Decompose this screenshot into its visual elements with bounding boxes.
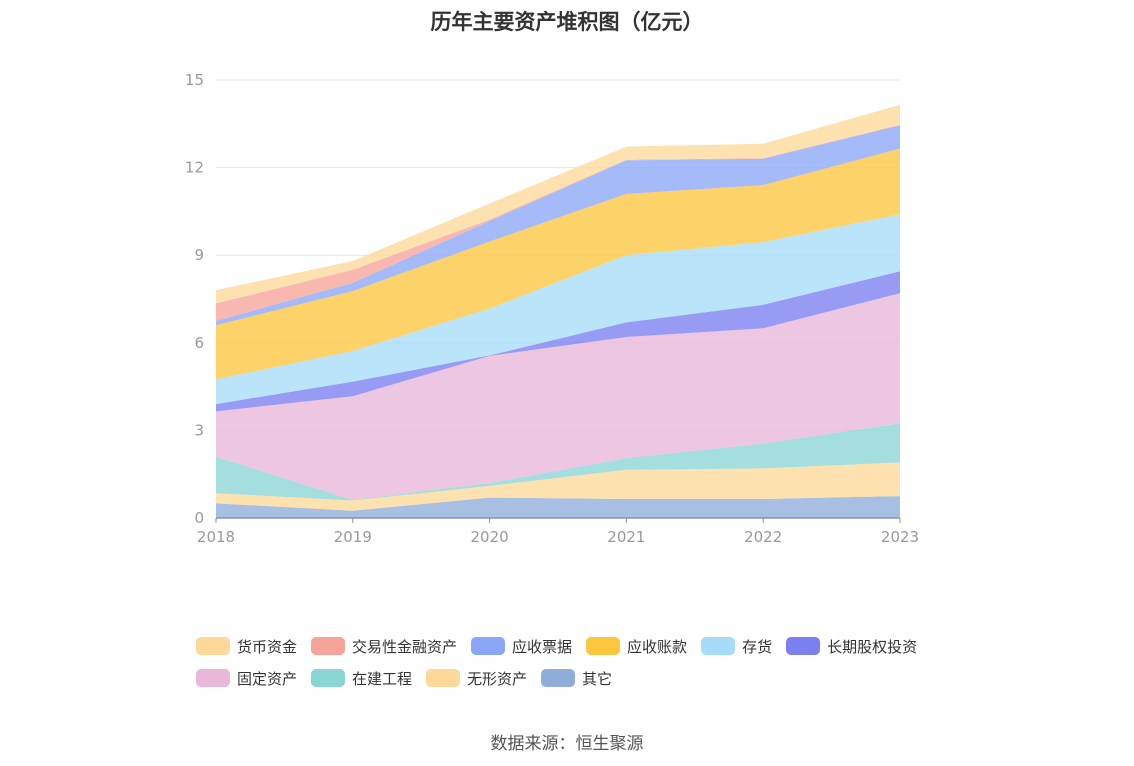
x-tick-label: 2018 (197, 528, 235, 546)
legend-label: 货币资金 (237, 637, 298, 656)
legend-item[interactable]: 长期股权投资 (786, 636, 917, 657)
source-note: 数据来源：恒生聚源 (490, 734, 644, 754)
area-series-3 (216, 293, 900, 500)
area-series-5 (216, 214, 900, 405)
legend-swatch (471, 637, 506, 655)
legend-label: 固定资产 (237, 669, 298, 688)
legend-swatch (196, 669, 230, 687)
x-tick-label: 2019 (334, 528, 372, 546)
x-tick-label: 2020 (471, 528, 509, 546)
legend-item[interactable]: 无形资产 (426, 668, 527, 689)
x-tick-label: 2022 (744, 528, 782, 546)
legend-label: 应收票据 (512, 637, 573, 656)
legend-label: 存货 (742, 637, 773, 656)
legend-item[interactable]: 货币资金 (196, 636, 297, 657)
legend-label: 在建工程 (352, 669, 413, 688)
legend-swatch (311, 669, 346, 687)
area-series-8 (216, 124, 900, 321)
y-tick-label: 9 (194, 246, 204, 264)
area-series-2 (216, 423, 900, 501)
legend-row: 固定资产 在建工程 无形资产 其它 (196, 662, 976, 694)
legend-swatch (701, 637, 736, 655)
area-series-4 (216, 271, 900, 412)
legend-label: 无形资产 (467, 669, 528, 688)
legend-item[interactable]: 交易性金融资产 (311, 636, 457, 657)
legend-item[interactable]: 在建工程 (311, 668, 412, 689)
area-series-1 (216, 462, 900, 511)
x-tick-label: 2021 (607, 528, 645, 546)
legend-swatch (311, 637, 346, 655)
x-tick-label: 2023 (881, 528, 919, 546)
legend-label: 其它 (582, 669, 613, 688)
area-series (216, 104, 900, 518)
legend-label: 应收账款 (627, 637, 688, 656)
legend-row: 货币资金 交易性金融资产 应收票据 应收账款 存货 长期股权投资 (196, 630, 976, 662)
area-series-7 (216, 125, 900, 326)
y-tick-label: 3 (194, 421, 204, 439)
legend-swatch (426, 669, 461, 687)
legend-item[interactable]: 应收票据 (471, 636, 572, 657)
legend-label: 交易性金融资产 (352, 637, 458, 656)
legend-swatch (586, 637, 621, 655)
legend-swatch (541, 669, 576, 687)
area-series-6 (216, 148, 900, 380)
axes: 0 3 6 9 12 15 2018 2019 2020 2021 2022 2023 (185, 71, 919, 546)
y-tick-label: 0 (194, 509, 204, 527)
chart-title: 历年主要资产堆积图（亿元） (430, 10, 704, 34)
legend-item[interactable]: 固定资产 (196, 668, 297, 689)
area-series-0 (216, 496, 900, 518)
legend-item[interactable]: 其它 (541, 668, 612, 689)
legend-swatch (196, 637, 230, 655)
y-tick-label: 6 (194, 334, 204, 352)
legend: 货币资金 交易性金融资产 应收票据 应收账款 存货 长期股权投资 固定资产 在建工程 无形资产… (196, 630, 976, 694)
area-series-9 (216, 104, 900, 304)
legend-label: 长期股权投资 (827, 637, 918, 656)
legend-item[interactable]: 应收账款 (586, 636, 687, 657)
legend-item[interactable]: 存货 (701, 636, 772, 657)
y-tick-label: 15 (185, 71, 204, 89)
legend-swatch (786, 637, 821, 655)
y-tick-label: 12 (185, 159, 204, 177)
